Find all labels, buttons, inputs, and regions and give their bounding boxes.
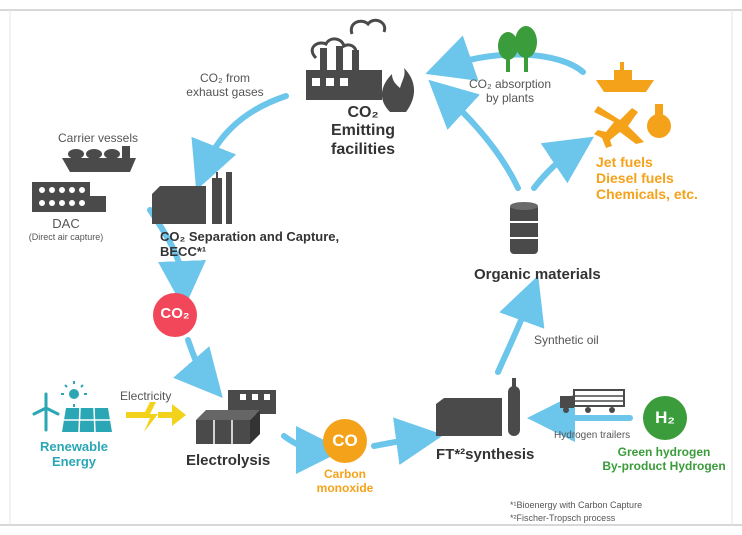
factory-icon (306, 18, 387, 100)
lightning-icon (126, 402, 186, 432)
renewable-line2: Energy (51, 453, 97, 469)
carbon-monoxide-line1: Carbon (324, 467, 366, 481)
solar-panel-icon (62, 407, 112, 433)
h2-circle-label: H₂ (655, 408, 675, 427)
sun-icon (61, 381, 87, 407)
organic-materials-label: Organic materials (474, 266, 601, 283)
co-circle (323, 419, 367, 463)
ship-icon (596, 62, 654, 92)
electricity-label: Electricity (120, 389, 172, 403)
electrolysis-plant-icon (196, 390, 276, 444)
flask-icon (647, 104, 671, 138)
carrier-vessel-icon (62, 146, 136, 172)
h2-circle (643, 396, 687, 440)
dac-unit-icon (32, 182, 106, 212)
flame-icon (381, 68, 415, 112)
ft-synthesis-label: FT*²synthesis (436, 446, 535, 463)
co2-from-line2: exhaust gases (186, 84, 264, 99)
dac-label: DAC (Direct air capture) (14, 216, 118, 242)
arrow-ft-to-organic (495, 275, 545, 375)
arrow-organic-to-emitting (428, 79, 521, 191)
arrow-electrolysis-to-co (281, 425, 344, 474)
green-hydrogen-line1: Green hydrogen (617, 445, 711, 459)
separation-line2: BECC*¹ (160, 243, 207, 259)
co2-circle (153, 293, 197, 337)
arrow-fuels-to-plants (425, 35, 586, 81)
oil-drum-icon (510, 202, 538, 254)
absorption-label: CO₂ absorption by plants (462, 77, 558, 106)
green-hydrogen-label: Green hydrogen By-product Hydrogen (596, 445, 732, 474)
footnote-2: *²Fischer-Tropsch process (510, 513, 616, 523)
arrow-co-to-ft (371, 417, 444, 465)
dac-title: DAC (52, 216, 80, 231)
separation-line1: CO₂ Separation and Capture, (160, 229, 340, 244)
tree-icon (498, 26, 537, 72)
emitting-line2: Emitting (331, 122, 395, 140)
fuels-line1: Jet fuels (596, 154, 653, 170)
carbon-monoxide-label: Carbon monoxide (312, 467, 378, 496)
airplane-icon (594, 106, 644, 148)
renewable-line1: Renewable (40, 439, 108, 454)
carbon-monoxide-line2: monoxide (316, 480, 374, 495)
synthetic-oil-label: Synthetic oil (534, 333, 599, 347)
co-circle-label: CO (332, 431, 358, 450)
emitting-line1: CO₂ (347, 104, 379, 121)
footnote-1: *¹Bioenergy with Carbon Capture (510, 500, 643, 510)
arrow-emitting-to-separation (191, 93, 289, 191)
green-hydrogen-line2: By-product Hydrogen (602, 458, 726, 473)
emitting-line3: facilities (330, 140, 396, 158)
wind-turbine-icon (32, 392, 60, 432)
electrolysis-label: Electrolysis (186, 452, 271, 469)
hydrogen-trailers-label: Hydrogen trailers (554, 430, 631, 441)
co2-from-label: CO₂ from exhaust gases (166, 71, 284, 100)
co2-from-line1: CO₂ from (200, 71, 250, 85)
absorption-line1: CO₂ absorption (468, 77, 552, 91)
fuels-label: Jet fuels Diesel fuels Chemicals, etc. (596, 154, 698, 202)
arrow-co2-to-electrolysis (173, 337, 223, 399)
co2-circle-label: CO₂ (160, 305, 190, 322)
absorption-line2: by plants (485, 90, 535, 105)
ft-plant-icon (436, 378, 520, 436)
fuels-line3: Chemicals, etc. (596, 186, 698, 203)
arrow-organic-to-fuels (531, 136, 594, 191)
separation-plant-icon (152, 172, 232, 224)
emitting-label: CO₂ Emitting facilities (318, 104, 408, 159)
hydrogen-truck-icon (560, 389, 625, 413)
fuels-line2: Diesel fuels (596, 170, 674, 187)
separation-label: CO₂ Separation and Capture, BECC*¹ (160, 229, 340, 260)
dac-subtitle: (Direct air capture) (28, 231, 104, 242)
carrier-vessels-label: Carrier vessels (58, 131, 139, 145)
renewable-label: Renewable Energy (26, 439, 122, 470)
